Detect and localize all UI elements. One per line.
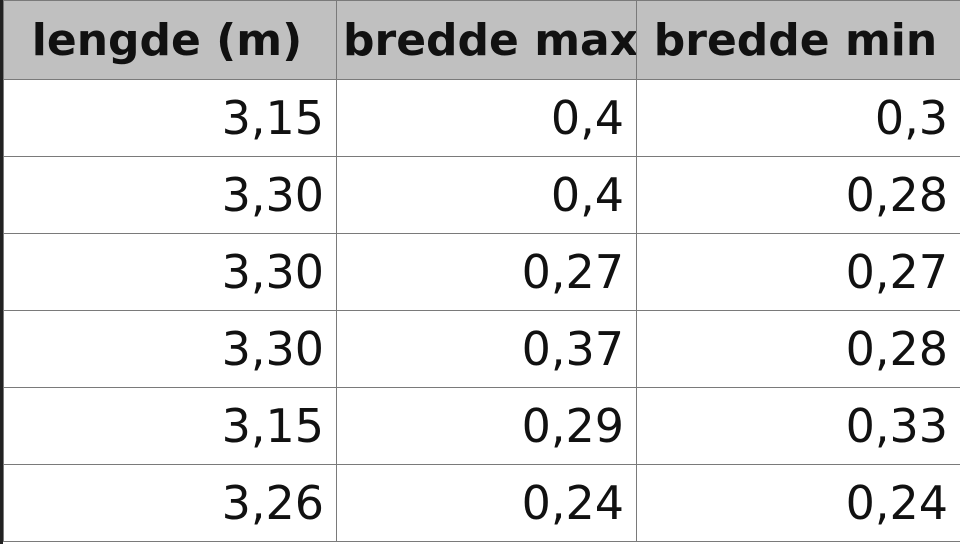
cell[interactable]: 0,24 xyxy=(636,464,960,542)
table-row: 3,26 0,24 0,24 xyxy=(3,464,960,542)
table-row: 3,15 0,29 0,33 xyxy=(3,387,960,465)
table-body: 3,15 0,4 0,3 3,30 0,4 0,28 3,30 0,27 0,27 3,30 0,3… xyxy=(3,79,960,542)
cell[interactable]: 0,4 xyxy=(336,156,637,234)
cell[interactable]: 0,29 xyxy=(336,387,637,465)
column-header[interactable]: bredde min xyxy=(636,0,960,80)
cell[interactable]: 0,3 xyxy=(636,79,960,157)
cell[interactable]: 0,37 xyxy=(336,310,637,388)
cell[interactable]: 0,4 xyxy=(336,79,637,157)
cell[interactable]: 0,24 xyxy=(336,464,637,542)
column-header[interactable]: lengde (m) xyxy=(3,0,337,80)
cell[interactable]: 3,15 xyxy=(3,387,337,465)
cell[interactable]: 0,33 xyxy=(636,387,960,465)
data-table: lengde (m) bredde max bredde min 3,15 0,4 0,… xyxy=(3,0,960,542)
cell[interactable]: 3,30 xyxy=(3,310,337,388)
cell[interactable]: 3,30 xyxy=(3,233,337,311)
cell[interactable]: 0,28 xyxy=(636,310,960,388)
table-row: 3,15 0,4 0,3 xyxy=(3,79,960,157)
cell[interactable]: 0,27 xyxy=(636,233,960,311)
table-row: 3,30 0,37 0,28 xyxy=(3,310,960,388)
cell[interactable]: 3,26 xyxy=(3,464,337,542)
header-row: lengde (m) bredde max bredde min xyxy=(3,0,960,80)
table-row: 3,30 0,4 0,28 xyxy=(3,156,960,234)
cell[interactable]: 0,27 xyxy=(336,233,637,311)
cell[interactable]: 0,28 xyxy=(636,156,960,234)
cell[interactable]: 3,15 xyxy=(3,79,337,157)
column-header[interactable]: bredde max xyxy=(336,0,637,80)
cell[interactable]: 3,30 xyxy=(3,156,337,234)
table-row: 3,30 0,27 0,27 xyxy=(3,233,960,311)
